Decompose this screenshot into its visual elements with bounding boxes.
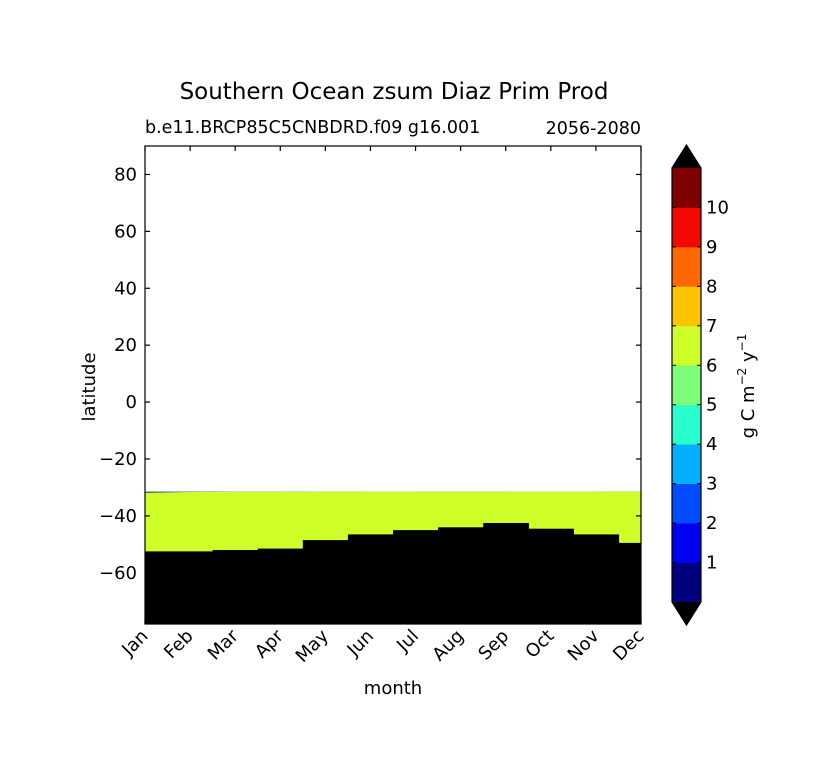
colorbar-tick-label: 7 — [706, 316, 717, 337]
colorbar-segment-8 — [672, 246, 701, 287]
land-mask-mar — [212, 550, 259, 624]
x-tick-label-jan: Jan — [117, 626, 152, 661]
colorbar-tick-label: 10 — [706, 197, 729, 218]
x-tick-label-apr: Apr — [251, 625, 288, 662]
x-tick-label-oct: Oct — [521, 626, 558, 663]
colorbar-segment-0 — [672, 562, 701, 603]
colorbar-outline — [671, 143, 702, 627]
chart-subtitle-right: 2056-2080 — [546, 119, 641, 139]
colorbar: 1 2 3 4 5 6 7 8 9 10 — [671, 143, 729, 627]
plot-area: 80 60 40 20 0 −20 −40 −60 Jan Feb Mar Apr May Jun Jul… — [99, 145, 649, 667]
y-axis-ticks: 80 60 40 20 0 −20 −40 −60 — [99, 164, 641, 584]
colorbar-segment-4 — [672, 404, 701, 445]
colorbar-extend-under — [672, 602, 701, 625]
x-tick-label-jun: Jun — [343, 626, 378, 661]
colorbar-tick-label: 6 — [706, 355, 717, 376]
x-tick-label-aug: Aug — [428, 626, 468, 666]
land-mask-nov — [573, 534, 620, 624]
land-mask-feb — [167, 551, 214, 624]
colorbar-label: g C m−2 y−1 — [735, 334, 759, 439]
colorbar-segment-6 — [672, 325, 701, 366]
x-axis-label: month — [364, 678, 422, 699]
chart-subtitle-left: b.e11.BRCP85C5CNBDRD.f09 g16.001 — [145, 118, 480, 138]
land-mask-oct — [528, 528, 574, 624]
land-mask-jul — [393, 530, 439, 624]
y-tick-label: −20 — [99, 449, 137, 470]
colorbar-segment-5 — [672, 365, 701, 406]
chart-title: Southern Ocean zsum Diaz Prim Prod — [180, 79, 609, 105]
x-tick-label-feb: Feb — [160, 626, 197, 663]
y-tick-label: 80 — [114, 164, 137, 185]
colorbar-label-exponent-2: −1 — [735, 334, 749, 352]
colorbar-label-unit-2: y — [738, 351, 759, 368]
land-mask-aug — [438, 527, 484, 624]
colorbar-segment-3 — [672, 444, 701, 484]
colorbar-label-exponent-1: −2 — [735, 368, 749, 386]
colorbar-tick-label: 8 — [706, 276, 717, 297]
colorbar-extend-over — [672, 145, 701, 168]
land-mask-dec — [618, 542, 641, 624]
plot-frame — [144, 145, 642, 625]
y-tick-label: −40 — [99, 506, 137, 527]
x-tick-label-nov: Nov — [564, 625, 604, 665]
land-mask-jun — [347, 534, 394, 624]
y-tick-label: −60 — [99, 563, 137, 584]
land-mask-group — [145, 523, 641, 624]
land-mask-may — [302, 540, 349, 624]
colorbar-tick-label: 5 — [706, 395, 717, 416]
colorbar-tick-label: 3 — [706, 474, 717, 495]
colorbar-segment-7 — [672, 286, 701, 327]
y-tick-label: 40 — [114, 278, 137, 299]
y-tick-label: 20 — [114, 335, 137, 356]
x-tick-label-dec: Dec — [609, 626, 648, 665]
colorbar-tick-label: 9 — [706, 237, 717, 258]
colorbar-tick-label: 4 — [706, 434, 717, 455]
colorbar-tick-label: 1 — [706, 553, 717, 574]
colorbar-segment-1 — [672, 523, 701, 563]
x-tick-label-may: May — [292, 625, 333, 666]
x-tick-label-mar: Mar — [204, 625, 243, 664]
y-tick-label: 0 — [126, 392, 137, 413]
colorbar-segment-2 — [672, 483, 701, 524]
colorbar-tick-label: 2 — [706, 513, 717, 534]
x-tick-label-jul: Jul — [392, 626, 423, 657]
y-axis-label: latitude — [79, 352, 100, 421]
colorbar-segment-9 — [672, 207, 701, 248]
colorbar-label-unit: g C m — [738, 385, 759, 438]
y-tick-label: 60 — [114, 221, 137, 242]
land-mask-apr — [257, 548, 304, 624]
land-mask-sep — [483, 523, 529, 624]
land-mask-jan — [145, 551, 169, 624]
x-tick-label-sep: Sep — [474, 626, 513, 665]
colorbar-segment-10 — [672, 168, 701, 208]
